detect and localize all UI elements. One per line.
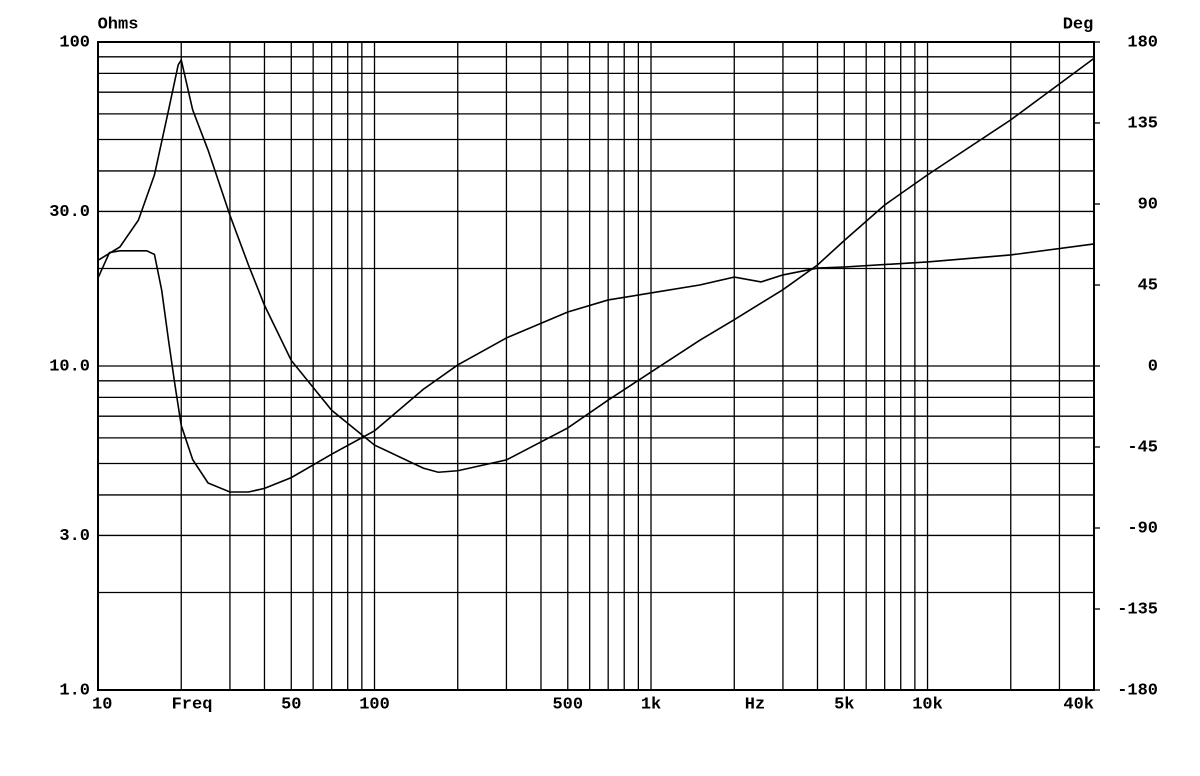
y2-tick-label: 90: [1138, 195, 1158, 214]
impedance-line: [97, 57, 1095, 474]
x-tick-label: 5k: [834, 695, 854, 714]
y-tick-label: 30.0: [49, 203, 90, 222]
x-tick-label: 1k: [641, 695, 661, 714]
y2-tick-label: 0: [1148, 357, 1158, 376]
y2-tick-label: 45: [1138, 276, 1158, 295]
y-tick-label: 1.0: [59, 681, 90, 700]
x-tick-label: 500: [552, 695, 583, 714]
x-tick-label: 10: [92, 695, 112, 714]
y-tick-label: 100: [59, 33, 90, 52]
y-tick-label: 3.0: [59, 527, 90, 546]
phase-line: [97, 243, 1095, 493]
x-tick-label: 50: [281, 695, 301, 714]
y2-tick-label: -90: [1127, 519, 1158, 538]
y2-tick-label: 180: [1127, 33, 1158, 52]
y-tick-label: 10.0: [49, 357, 90, 376]
y-axis-label: Ohms: [98, 15, 139, 34]
y2-tick-label: -45: [1127, 438, 1158, 457]
x-tick-label: 40k: [1063, 695, 1094, 714]
x-axis-unit: Hz: [745, 695, 765, 714]
y2-tick-label: -135: [1117, 600, 1158, 619]
y2-tick-label: 135: [1127, 114, 1158, 133]
plot-frame: [97, 41, 1095, 691]
y2-tick-label: -180: [1117, 681, 1158, 700]
x-tick-label: 100: [359, 695, 390, 714]
x-axis-label: Freq: [172, 695, 213, 714]
x-tick-label: 10k: [912, 695, 943, 714]
y2-axis-label: Deg: [1063, 15, 1094, 34]
